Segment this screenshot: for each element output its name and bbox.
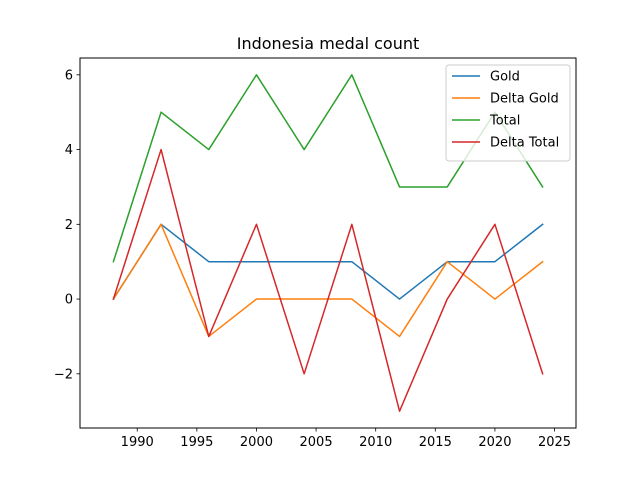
x-tick-label: 1995 [180, 435, 213, 450]
x-tick-label: 1990 [121, 435, 154, 450]
legend-label-delta-total: Delta Total [490, 136, 559, 151]
y-tick-label: −2 [54, 367, 73, 382]
legend: Gold Delta Gold Total Delta Total [445, 64, 571, 162]
x-tick-label: 2000 [240, 435, 273, 450]
x-axis: 1990 1995 2000 2005 2010 2015 2020 2025 [121, 428, 571, 450]
x-tick-label: 2025 [538, 435, 571, 450]
y-axis: −2 0 2 4 6 [54, 68, 80, 382]
y-tick-label: 4 [65, 143, 73, 158]
x-tick-label: 2015 [419, 435, 452, 450]
legend-label-delta-gold: Delta Gold [490, 92, 559, 107]
y-tick-label: 2 [65, 218, 73, 233]
x-tick-label: 2020 [478, 435, 511, 450]
x-tick-label: 2010 [359, 435, 392, 450]
legend-label-total: Total [489, 114, 520, 129]
y-tick-label: 0 [65, 293, 73, 308]
axes-frame [79, 57, 577, 429]
series-line-delta-total [112, 148, 544, 412]
legend-box [445, 64, 571, 162]
y-tick-label: 6 [65, 68, 73, 83]
x-tick-label: 2005 [300, 435, 333, 450]
chart-title: Indonesia medal count [237, 34, 420, 53]
legend-label-gold: Gold [490, 70, 520, 85]
